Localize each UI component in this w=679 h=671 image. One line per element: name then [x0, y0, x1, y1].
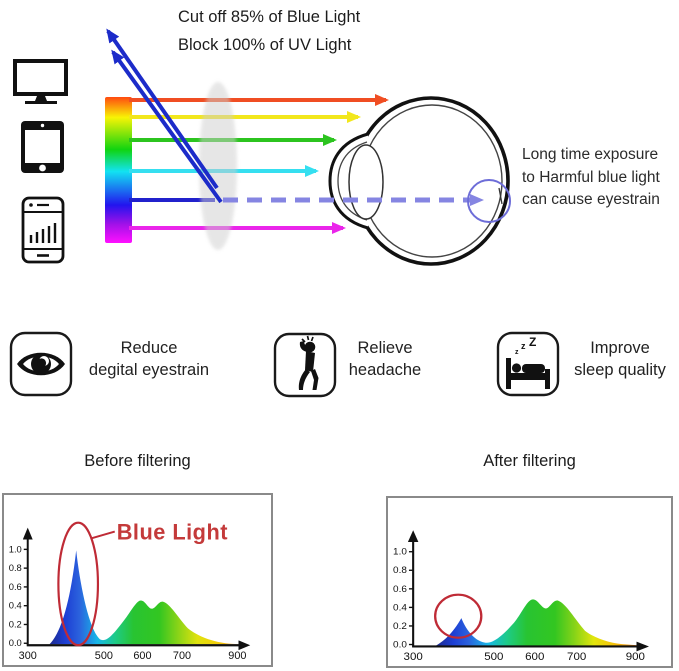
- benefit-label-sleep: Improve sleep quality: [574, 339, 666, 379]
- svg-text:0.0: 0.0: [393, 640, 407, 651]
- svg-text:z: z: [521, 341, 526, 351]
- y-tick-marks: [23, 548, 28, 644]
- eye-icon: [9, 331, 73, 397]
- retina-highlight-circle: [467, 179, 511, 223]
- eye-lens: [348, 144, 384, 220]
- svg-text:700: 700: [173, 650, 191, 662]
- spectrum-chart-after: 1.0 0.8 0.6 0.4 0.2 0.0 300 500 600 700 …: [393, 530, 653, 663]
- benefit-label-eyestrain: Reduce degital eyestrain: [88, 339, 210, 379]
- y-tick-marks: [408, 551, 414, 646]
- svg-text:600: 600: [525, 651, 544, 663]
- bed-glyph: [506, 358, 550, 389]
- svg-text:0.6: 0.6: [393, 584, 407, 595]
- svg-text:900: 900: [228, 650, 246, 662]
- svg-text:0.8: 0.8: [393, 565, 407, 576]
- x-tick-labels: 300 500 600 700 900: [404, 651, 645, 663]
- chart-title-after: After filtering: [483, 452, 576, 470]
- claim-blue-light: Cut off 85% of Blue Light: [178, 8, 361, 26]
- stress-marks-glyph: [301, 335, 314, 343]
- svg-text:z: z: [515, 349, 519, 356]
- svg-text:0.6: 0.6: [9, 581, 22, 592]
- svg-text:600: 600: [133, 650, 151, 662]
- svg-text:700: 700: [567, 651, 586, 663]
- svg-text:Z: Z: [529, 335, 536, 349]
- chart-title-before: Before filtering: [84, 452, 191, 470]
- svg-text:0.4: 0.4: [393, 603, 407, 614]
- y-tick-labels: 1.0 0.8 0.6 0.4 0.2 0.0: [393, 547, 407, 650]
- claim-uv-light: Block 100% of UV Light: [178, 36, 352, 54]
- headache-icon: [273, 332, 337, 398]
- svg-text:300: 300: [404, 651, 423, 663]
- spectrum-curve: [49, 550, 250, 645]
- sleep-icon: z z Z: [496, 331, 560, 397]
- spectrum-curve: [436, 599, 653, 646]
- reflected-blue-rays: [106, 28, 223, 204]
- svg-text:0.2: 0.2: [393, 621, 407, 632]
- svg-text:0.0: 0.0: [9, 637, 22, 648]
- svg-text:500: 500: [484, 651, 503, 663]
- svg-text:500: 500: [95, 650, 113, 662]
- chart-after-filtering: 1.0 0.8 0.6 0.4 0.2 0.0 300 500 600 700 …: [386, 496, 673, 668]
- x-tick-labels: 300 500 600 700 900: [19, 650, 247, 662]
- spectrum-chart-before: 1.0 0.8 0.6 0.4 0.2 0.0 300 500 600 700 …: [9, 519, 251, 662]
- monitor-icon: [13, 59, 68, 104]
- signal-bars-glyph: [29, 223, 57, 243]
- blue-light-annotation: Blue Light: [117, 519, 228, 544]
- benefit-label-headache: Relieve headache: [348, 339, 422, 379]
- blue-light-filter-diagram: [13, 28, 511, 266]
- spectrum-bar: [105, 97, 132, 243]
- svg-text:900: 900: [626, 651, 645, 663]
- svg-text:0.4: 0.4: [9, 600, 22, 611]
- svg-text:1.0: 1.0: [393, 547, 407, 558]
- svg-text:1.0: 1.0: [9, 543, 22, 554]
- y-tick-labels: 1.0 0.8 0.6 0.4 0.2 0.0: [9, 543, 22, 648]
- svg-text:0.2: 0.2: [9, 618, 22, 629]
- header-claims: Cut off 85% of Blue Light Block 100% of …: [178, 3, 360, 59]
- blue-light-circle: [57, 521, 100, 647]
- chart-before-filtering: 1.0 0.8 0.6 0.4 0.2 0.0 300 500 600 700 …: [2, 493, 273, 667]
- smartphone-icon: [21, 196, 65, 264]
- annotation-leader-line: [90, 530, 116, 540]
- reduced-blue-circle: [434, 593, 483, 639]
- lens-icon: [199, 82, 237, 250]
- svg-text:0.8: 0.8: [9, 562, 22, 573]
- eyestrain-note: Long time exposure to Harmful blue light…: [522, 146, 660, 208]
- eye-diagram: [328, 96, 510, 266]
- svg-text:300: 300: [19, 650, 37, 662]
- tablet-icon: [21, 121, 64, 173]
